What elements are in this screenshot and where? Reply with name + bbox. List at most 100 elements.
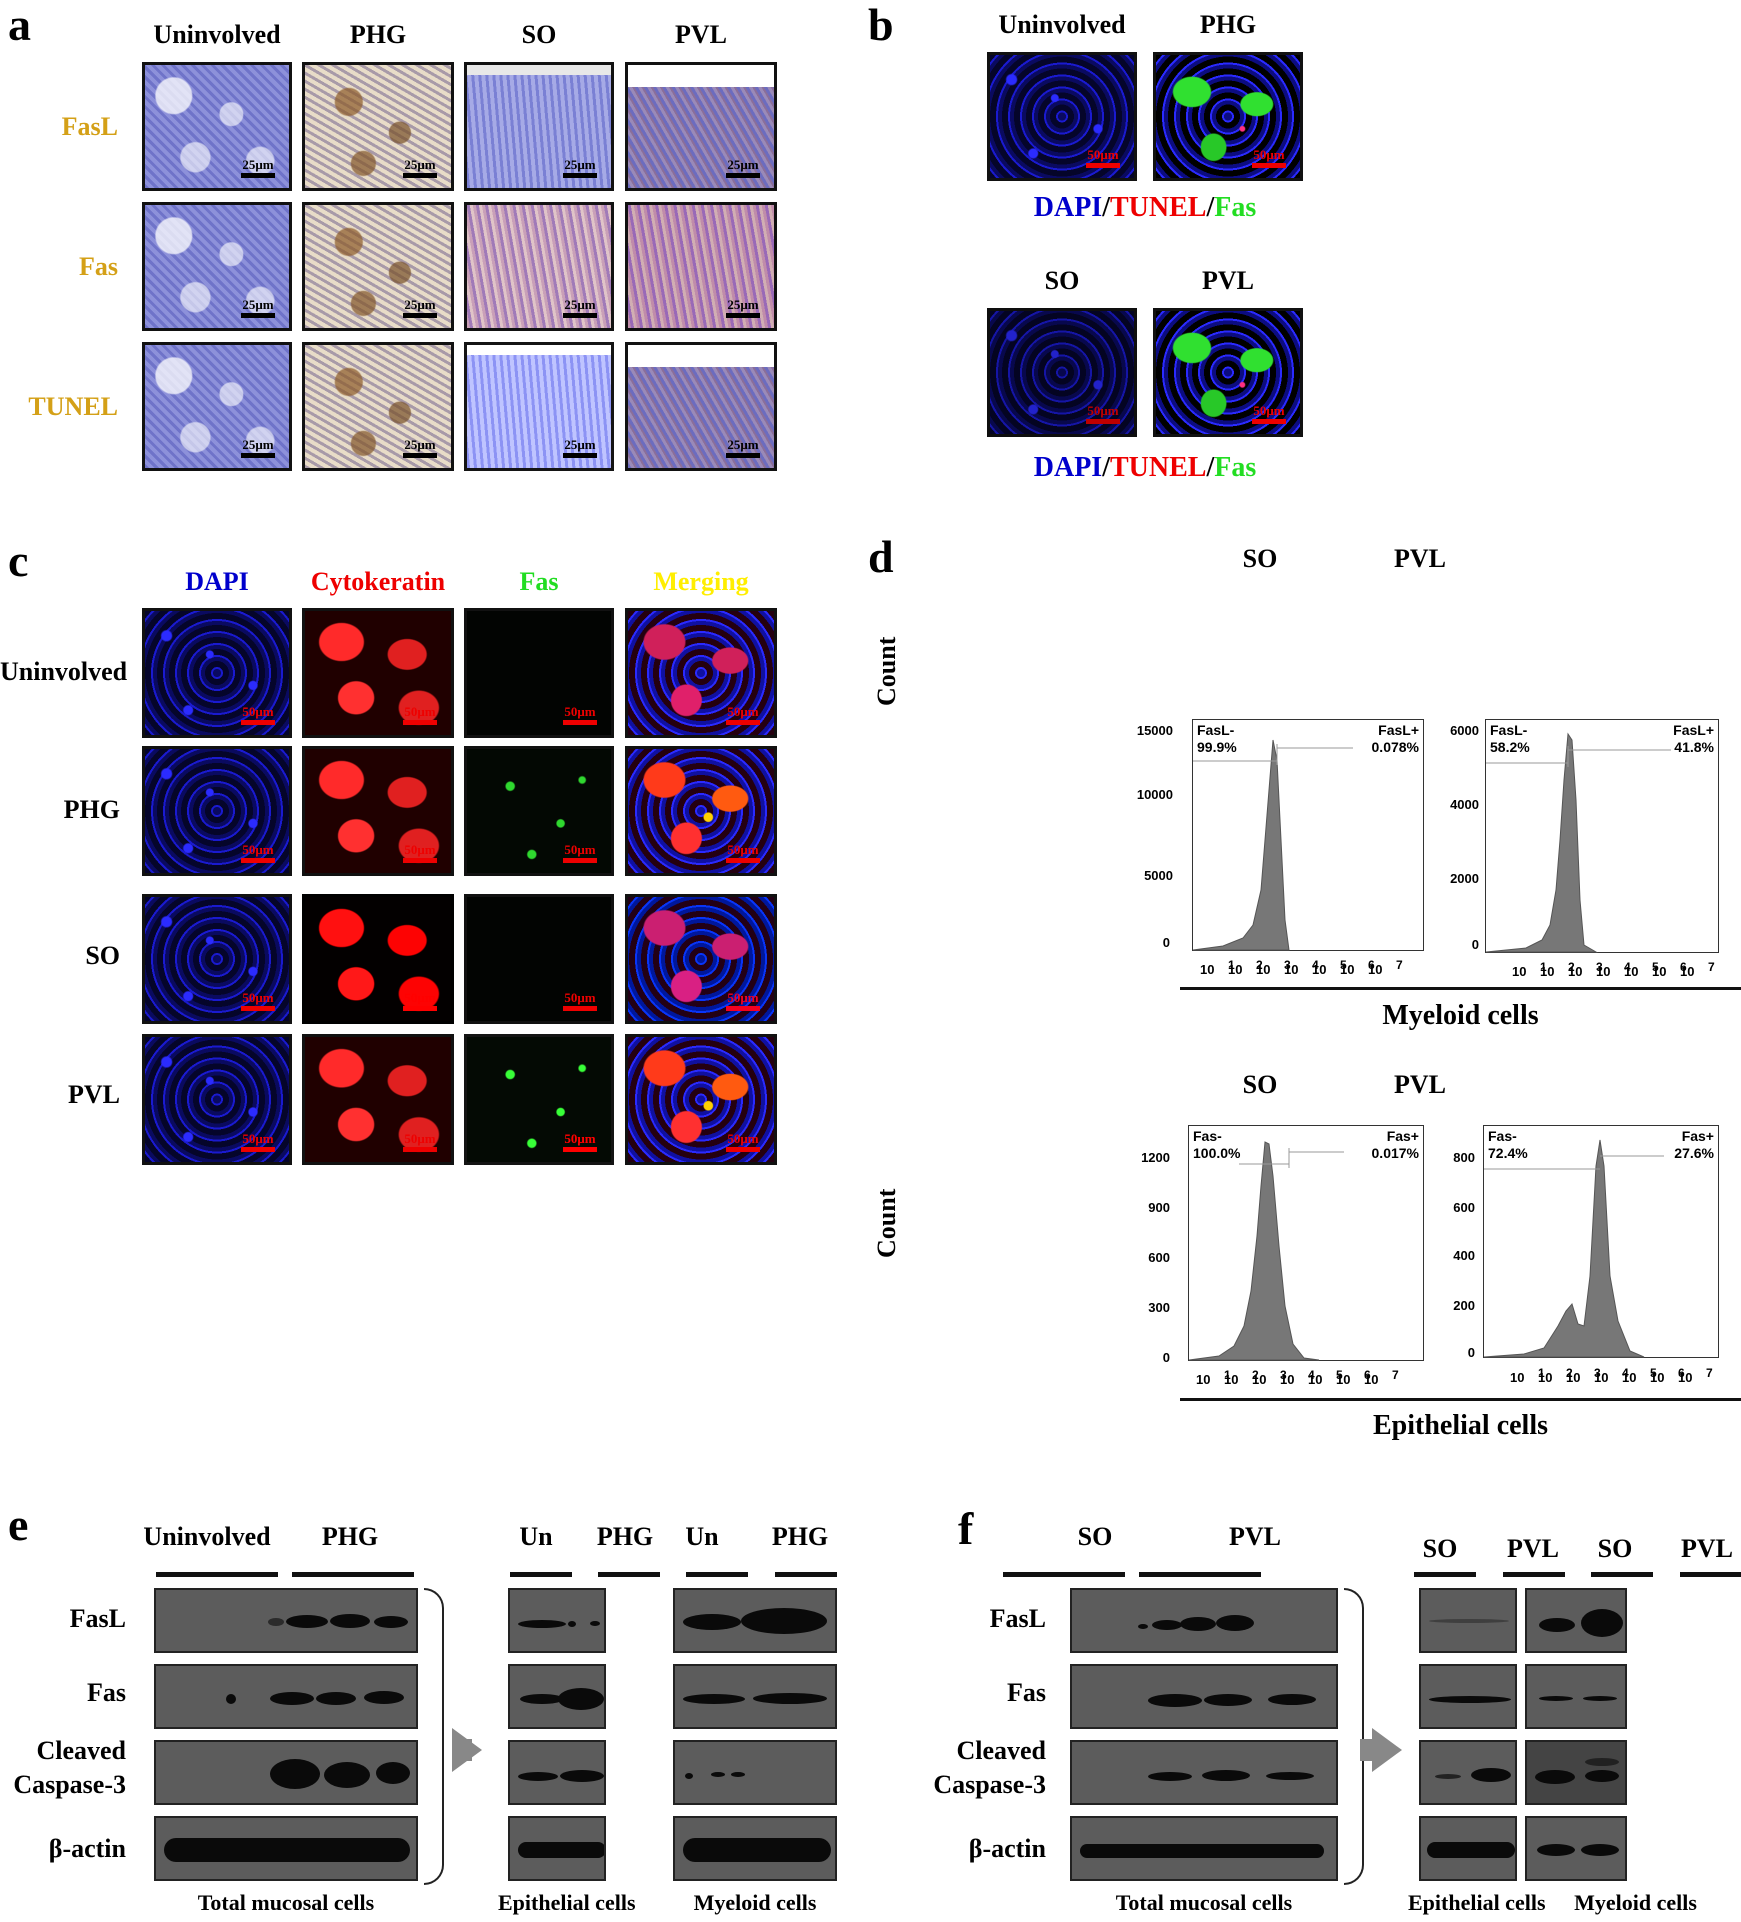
ytick: 0: [1162, 1350, 1170, 1365]
ihc-image-tunel-so: 25μm: [464, 342, 614, 471]
scale-bar-label: 50μm: [1087, 147, 1119, 162]
scale-bar-label: 50μm: [1253, 403, 1285, 418]
scale-bar-label: 25μm: [242, 157, 274, 172]
panel-e-group-uninvolved: Uninvolved: [143, 1522, 271, 1551]
gate-pos-label: Fas+: [1681, 1128, 1714, 1144]
panel-e-group-phg: PHG: [321, 1522, 379, 1551]
ytick: 2000: [1450, 871, 1479, 886]
if-image-fas-phg: 50μm: [464, 746, 614, 876]
legend-fas: Fas: [1214, 452, 1257, 483]
if-image-cytokeratin-phg: 50μm: [302, 746, 454, 876]
panel-a-row-fasl: FasL: [61, 112, 118, 141]
if-image-dapi-phg: 50μm: [142, 746, 292, 876]
scale-bar-label: 25μm: [242, 437, 274, 452]
ihc-image-fasl-pvl: 25μm: [625, 62, 777, 191]
scale-bar-label: 25μm: [564, 437, 596, 452]
blot-f-total-bactin: [1070, 1816, 1338, 1881]
ytick: 4000: [1450, 797, 1479, 812]
ytick: 200: [1453, 1298, 1475, 1313]
panel-f-group-pvl: PVL: [1229, 1522, 1281, 1551]
legend-tunel: TUNEL: [1109, 452, 1207, 483]
panel-a-col-so: SO: [521, 20, 557, 49]
legend-tunel: TUNEL: [1109, 192, 1207, 223]
flow-histogram-so-epithelial: Fas- 100.0% Fas+ 0.017%: [1188, 1125, 1424, 1361]
gate-pos-label: FasL+: [1673, 722, 1714, 738]
scale-bar-label: 50μm: [404, 842, 436, 857]
lane-bar: [1680, 1572, 1741, 1577]
panel-c-row-so: SO: [85, 941, 120, 970]
scale-bar-label: 50μm: [727, 990, 759, 1005]
ihc-image-tunel-pvl: 25μm: [625, 342, 777, 471]
if-image-merge-uninvolved: 50μm: [625, 608, 777, 738]
panel-c-letter: c: [8, 535, 29, 586]
scale-bar-label: 25μm: [727, 437, 759, 452]
gate-neg-pct: 100.0%: [1193, 1144, 1241, 1161]
group-underline: [1180, 1398, 1741, 1401]
panel-e-sub-un-2: Un: [685, 1522, 719, 1551]
panel-f-protein-bactin: β-actin: [968, 1834, 1046, 1863]
lane-bar: [510, 1572, 572, 1577]
if-image-merge-so: 50μm: [625, 894, 777, 1024]
panel-f-protein-fasl: FasL: [989, 1604, 1046, 1633]
blot-e-total-fasl: [154, 1588, 418, 1653]
ytick: 0: [1467, 1345, 1475, 1360]
arrow-shaft: [452, 1739, 472, 1761]
legend-dapi: DAPI: [1033, 452, 1103, 483]
bracket: [1344, 1588, 1364, 1885]
panel-c-col-dapi: DAPI: [185, 567, 249, 596]
blot-f-total-fasl: [1070, 1588, 1338, 1653]
if-image-fas-uninvolved: 50μm: [464, 608, 614, 738]
legend-fas: Fas: [1214, 192, 1257, 223]
panel-e-letter: e: [8, 1499, 29, 1550]
scale-bar-label: 50μm: [1253, 147, 1285, 162]
if-image-so: 50μm: [987, 308, 1137, 437]
panel-f-protein-caspase3: Caspase-3: [933, 1770, 1046, 1799]
if-image-fas-pvl: 50μm: [464, 1034, 614, 1165]
panel-c-col-cytokeratin: Cytokeratin: [310, 567, 446, 596]
legend-dapi: DAPI: [1033, 192, 1103, 223]
arrow-shaft: [1360, 1739, 1374, 1761]
panel-d-bottom-y-axis-title: Count: [872, 1188, 901, 1258]
ihc-image-fas-uninvolved: 25μm: [142, 202, 292, 331]
gate-neg-pct: 58.2%: [1490, 738, 1530, 755]
panel-f-label-total: Total mucosal cells: [1115, 1890, 1293, 1915]
panel-a-row-tunel: TUNEL: [28, 392, 118, 421]
panel-f-label-epithelial: Epithelial cells: [1408, 1890, 1546, 1915]
scale-bar-label: 25μm: [727, 157, 759, 172]
lane-bar: [1139, 1572, 1261, 1577]
panel-e-label-total: Total mucosal cells: [197, 1890, 375, 1915]
lane-bar: [1003, 1572, 1125, 1577]
if-image-cytokeratin-pvl: 50μm: [302, 1034, 454, 1165]
ytick: 400: [1453, 1248, 1475, 1263]
if-image-dapi-pvl: 50μm: [142, 1034, 292, 1165]
ihc-image-fasl-phg: 25μm: [302, 62, 454, 191]
gate-neg-label: Fas-: [1488, 1128, 1517, 1144]
bracket: [424, 1588, 444, 1885]
if-image-pvl: 50μm: [1153, 308, 1303, 437]
gate-neg-label: FasL-: [1197, 722, 1235, 738]
panel-a-col-phg: PHG: [349, 20, 407, 49]
lane-bar: [775, 1572, 837, 1577]
panel-e-protein-cleaved: Cleaved: [36, 1736, 126, 1765]
lane-bar: [1503, 1572, 1565, 1577]
panel-b-col-so: SO: [1044, 266, 1080, 295]
blot-e-myeloid-fasl: [673, 1588, 837, 1653]
panel-d-top-col-so: SO: [1242, 544, 1278, 573]
scale-bar-label: 50μm: [1087, 403, 1119, 418]
panel-c-row-uninvolved: Uninvolved: [0, 657, 128, 686]
panel-f-sub-so-1: SO: [1422, 1534, 1458, 1563]
panel-f-protein-cleaved: Cleaved: [956, 1736, 1046, 1765]
scale-bar-label: 25μm: [727, 297, 759, 312]
ytick: 0: [1162, 935, 1170, 950]
panel-f-sub-so-2: SO: [1597, 1534, 1633, 1563]
scale-bar-label: 25μm: [242, 297, 274, 312]
scale-bar-label: 50μm: [564, 1131, 596, 1146]
panel-a-col-pvl: PVL: [675, 20, 727, 49]
lane-bar: [686, 1572, 748, 1577]
ihc-image-fas-phg: 25μm: [302, 202, 454, 331]
panel-e-sub-phg-1: PHG: [596, 1522, 654, 1551]
panel-f-group-so: SO: [1077, 1522, 1113, 1551]
